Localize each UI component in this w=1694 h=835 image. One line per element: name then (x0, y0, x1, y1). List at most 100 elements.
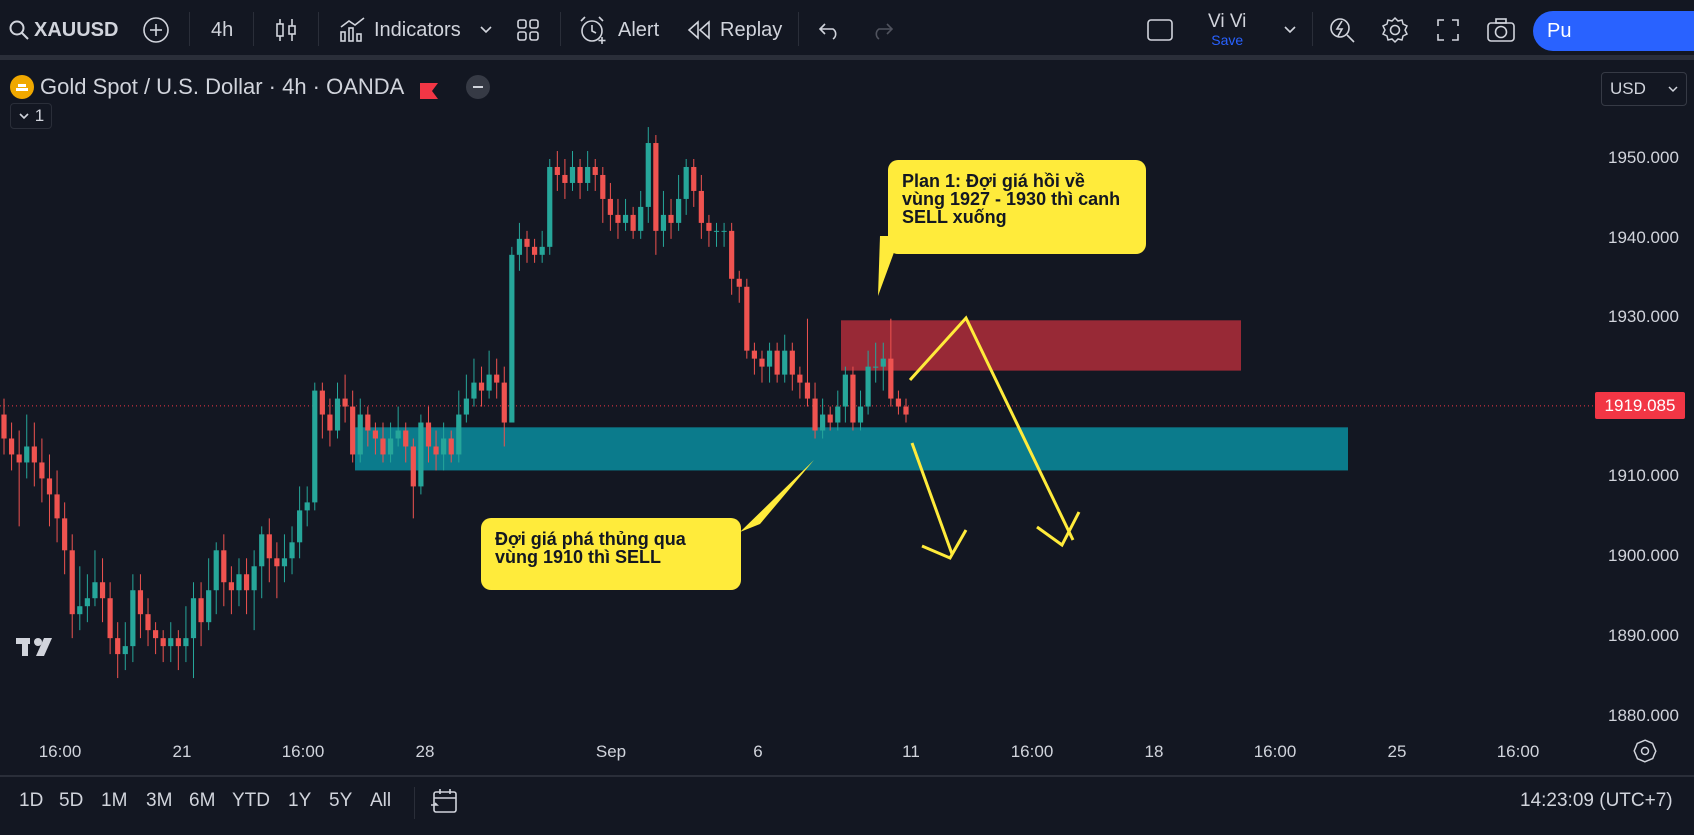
candle (501, 366, 507, 447)
time-tick: 6 (753, 742, 763, 761)
snapshot-button[interactable] (1486, 0, 1516, 60)
candle (266, 518, 272, 583)
candle (835, 390, 841, 431)
flag-icon[interactable] (420, 79, 439, 99)
candle (334, 382, 341, 439)
compare-button[interactable] (142, 0, 170, 60)
chart-canvas[interactable] (0, 60, 1598, 770)
toolbar-divider (414, 787, 415, 819)
candle (759, 350, 765, 383)
interval-button[interactable]: 4h (211, 18, 234, 41)
grid-icon (516, 18, 540, 42)
candle (418, 414, 424, 495)
price-tick: 1890.000 (1608, 626, 1679, 645)
current-price-label: 1919.085 (1595, 392, 1685, 419)
time-tick: Sep (595, 742, 627, 761)
price-tick: 1900.000 (1608, 546, 1679, 565)
collapse-legend-button[interactable] (466, 75, 491, 99)
chart-type-button[interactable] (274, 0, 298, 60)
candle (630, 206, 636, 239)
fullscreen-icon (1436, 18, 1460, 42)
quick-search-button[interactable] (1328, 0, 1356, 60)
candle (622, 198, 629, 231)
gear-icon (1381, 16, 1409, 44)
publish-button[interactable]: Pu (1533, 11, 1694, 51)
range-3m[interactable]: 3M (146, 790, 173, 811)
price-tick: 1910.000 (1608, 466, 1679, 485)
alarm-clock-icon (578, 15, 608, 45)
undo-button[interactable] (818, 0, 842, 60)
candle (903, 398, 909, 423)
candle (319, 382, 325, 439)
layout-name: Vi Vi (1208, 11, 1247, 32)
time-tick: 28 (415, 742, 435, 761)
candle (782, 334, 788, 383)
redo-button[interactable] (870, 0, 894, 60)
candle (259, 526, 265, 599)
indicators-button[interactable]: Indicators (338, 0, 461, 60)
toolbar-divider (189, 12, 190, 46)
range-1d[interactable]: 1D (19, 790, 44, 811)
price-tick: 1950.000 (1608, 148, 1679, 167)
range-5d[interactable]: 5D (59, 790, 84, 811)
clock[interactable]: 14:23:09 (UTC+7) (1520, 790, 1673, 811)
candle (789, 342, 795, 391)
settings-button[interactable] (1381, 0, 1409, 60)
candle (766, 342, 773, 383)
candle (372, 422, 379, 455)
time-tick: 16:00 (1496, 742, 1540, 761)
tradingview-logo (16, 638, 52, 656)
go-to-date-button[interactable] (430, 786, 460, 821)
candle (312, 382, 318, 511)
indicators-dropdown[interactable] (478, 0, 494, 60)
candle (425, 406, 432, 463)
candle (31, 422, 37, 487)
layout-dropdown[interactable] (1282, 0, 1298, 60)
replay-button[interactable]: Replay (686, 0, 782, 60)
currency-select[interactable]: USD (1601, 72, 1687, 106)
pane-count: 1 (34, 106, 45, 125)
candle (137, 574, 144, 639)
candle (516, 222, 523, 271)
candle (77, 566, 83, 631)
break-zone-rect[interactable] (355, 427, 1348, 471)
axis-settings-button[interactable] (1633, 739, 1657, 768)
alert-button[interactable]: Alert (578, 0, 659, 60)
fullscreen-button[interactable] (1436, 0, 1460, 60)
indicator-count-toggle[interactable]: 1 (10, 103, 52, 129)
sell-zone-rect[interactable] (841, 320, 1241, 371)
candle (539, 230, 545, 263)
candle (24, 414, 30, 479)
chevron-down-icon (1282, 22, 1298, 38)
candle (478, 366, 485, 407)
candle (395, 406, 401, 447)
candle (615, 198, 621, 239)
calendar-icon (431, 789, 457, 813)
candle (342, 374, 348, 423)
candle (812, 382, 818, 439)
range-6m[interactable]: 6M (189, 790, 216, 811)
candle (744, 278, 750, 359)
candle (115, 622, 121, 679)
select-layout-button[interactable] (1146, 0, 1174, 60)
layouts-button[interactable] (516, 0, 540, 60)
range-all[interactable]: All (370, 790, 392, 811)
candle (607, 182, 613, 231)
candle (751, 342, 758, 375)
rewind-icon (686, 19, 712, 41)
range-ytd[interactable]: YTD (232, 790, 270, 811)
candle (69, 534, 75, 639)
range-5y[interactable]: 5Y (329, 790, 353, 811)
time-tick: 16:00 (281, 742, 325, 761)
candle (676, 174, 682, 231)
candle (729, 222, 735, 295)
candle (84, 574, 90, 623)
price-tick: 1930.000 (1608, 307, 1679, 326)
candle (857, 390, 864, 431)
layout-name-button[interactable]: Vi Vi Save (1208, 0, 1246, 60)
range-1y[interactable]: 1Y (288, 790, 312, 811)
candle (827, 406, 833, 431)
range-1m[interactable]: 1M (101, 790, 128, 811)
undo-icon (818, 20, 842, 40)
symbol-search[interactable]: XAUUSD (8, 0, 118, 60)
